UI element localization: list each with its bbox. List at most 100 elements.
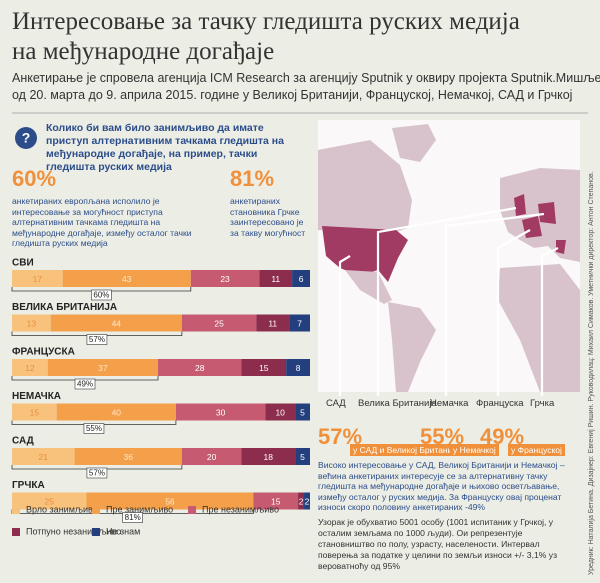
bar-segment xyxy=(86,492,254,510)
segment-label: 28 xyxy=(195,363,205,373)
category-label: СВИ xyxy=(12,258,34,269)
summary-box xyxy=(86,334,108,345)
legend-swatch xyxy=(92,506,100,514)
segment-label: 2 xyxy=(299,496,304,506)
bar-segment xyxy=(295,448,310,465)
segment-label: 56 xyxy=(165,496,175,506)
bar-segment xyxy=(241,448,296,465)
bar-segment xyxy=(265,403,296,421)
map-label: Велика Британија xyxy=(358,398,437,409)
segment-label: 43 xyxy=(122,274,132,284)
summary-label: 57% xyxy=(89,469,105,478)
germany xyxy=(538,202,556,224)
category-label: НЕМАЧКА xyxy=(12,391,61,402)
question-icon xyxy=(15,127,37,149)
bar-segment xyxy=(50,314,182,332)
bar-segment xyxy=(74,448,182,465)
summary-box xyxy=(122,512,143,523)
bar-segment xyxy=(47,359,159,376)
legend-label: Врло занимљиво xyxy=(26,504,98,514)
segment-label: 11 xyxy=(268,318,277,328)
segment-label: 40 xyxy=(112,407,122,417)
map-text: Високо интересовање у САД, Великој Брита… xyxy=(318,460,565,512)
bar-segment xyxy=(181,314,257,332)
segment-label: 36 xyxy=(123,452,133,462)
summary-label: 60% xyxy=(93,291,109,300)
uk xyxy=(514,194,526,216)
segment-label: 11 xyxy=(271,274,280,284)
mexico xyxy=(345,270,392,304)
category-label: ФРАНЦУСКА xyxy=(12,347,75,358)
category-label: ГРЧКА xyxy=(12,480,45,491)
greece xyxy=(556,240,566,254)
bar-segment xyxy=(304,492,310,510)
stat-value: 60% xyxy=(12,166,57,191)
map-label: Грчка xyxy=(530,398,555,409)
segment-label: 25 xyxy=(214,318,224,328)
summary-box xyxy=(91,289,112,301)
segment-label: 21 xyxy=(39,452,49,462)
canada xyxy=(318,140,412,232)
map-stat-label: у Француској xyxy=(508,444,565,456)
bar-segment xyxy=(259,270,293,287)
bar-segment xyxy=(158,359,242,376)
credits: Уредник: Наталија Бетина. Дизајнер: Евге… xyxy=(588,171,595,575)
segment-label: 23 xyxy=(220,274,230,284)
question: Колико би вам било занимљиво да имате пр… xyxy=(46,122,284,173)
bar-segment xyxy=(241,359,287,376)
bar-segment xyxy=(253,492,299,510)
summary-label: 49% xyxy=(77,380,93,389)
question-mark: ? xyxy=(22,130,31,146)
segment-label: 6 xyxy=(299,274,304,284)
map-label: Француска xyxy=(476,398,524,409)
legend-swatch xyxy=(12,528,20,536)
bar-segment xyxy=(12,492,87,510)
bar-segment xyxy=(286,359,310,376)
bar-segment xyxy=(298,492,305,510)
subtitle-line: од 20. марта до 9. априла 2015. године у… xyxy=(12,88,573,102)
title-line: Интересовање за тачку гледишта руских ме… xyxy=(12,8,520,35)
summary-box xyxy=(86,467,108,479)
callouts xyxy=(338,206,559,396)
bar-segment xyxy=(295,403,310,421)
map-stat-label: у САД и Великој Британији xyxy=(350,444,463,456)
note: Узорак је обухватио 5001 особу (1001 исп… xyxy=(318,517,558,571)
bar-segment xyxy=(190,270,260,287)
usa xyxy=(322,226,408,282)
africa xyxy=(498,264,580,392)
bar-segment xyxy=(12,314,51,332)
map-stat-label: у Немачкој xyxy=(450,444,499,456)
segment-label: 15 xyxy=(271,496,281,506)
bar-segment xyxy=(56,403,176,421)
bar-segment xyxy=(292,270,310,287)
segment-label: 15 xyxy=(259,363,269,373)
map xyxy=(318,120,580,396)
bar-segment xyxy=(175,403,266,421)
category-label: САД xyxy=(12,436,34,447)
legend-swatch xyxy=(92,528,100,536)
bar-segment xyxy=(12,403,57,421)
segment-label: 10 xyxy=(275,407,285,417)
summary-label: 81% xyxy=(125,513,141,522)
segment-label: 18 xyxy=(264,452,274,462)
category-label: ВЕЛИКА БРИТАНИЈА xyxy=(12,302,117,313)
title-line: на међународне догађаје xyxy=(12,38,275,65)
segment-label: 15 xyxy=(30,407,40,417)
summary-box xyxy=(83,423,105,434)
legend-label: Пре незанимљиво xyxy=(202,504,279,514)
legend-label: Не знам xyxy=(106,526,140,536)
segment-label: 20 xyxy=(207,452,217,462)
map-label: САД xyxy=(326,398,346,409)
segment-label: 7 xyxy=(297,318,302,328)
segment-label: 25 xyxy=(45,496,55,506)
south-america xyxy=(388,302,436,392)
segment-label: 2 xyxy=(305,496,310,506)
segment-label: 17 xyxy=(33,274,43,284)
subtitle-line: Анкетирање је спровела агенција ICM Rese… xyxy=(12,71,600,85)
segment-label: 5 xyxy=(300,407,305,417)
legend-swatch xyxy=(188,506,196,514)
legend-swatch xyxy=(12,506,20,514)
greenland xyxy=(392,124,436,162)
